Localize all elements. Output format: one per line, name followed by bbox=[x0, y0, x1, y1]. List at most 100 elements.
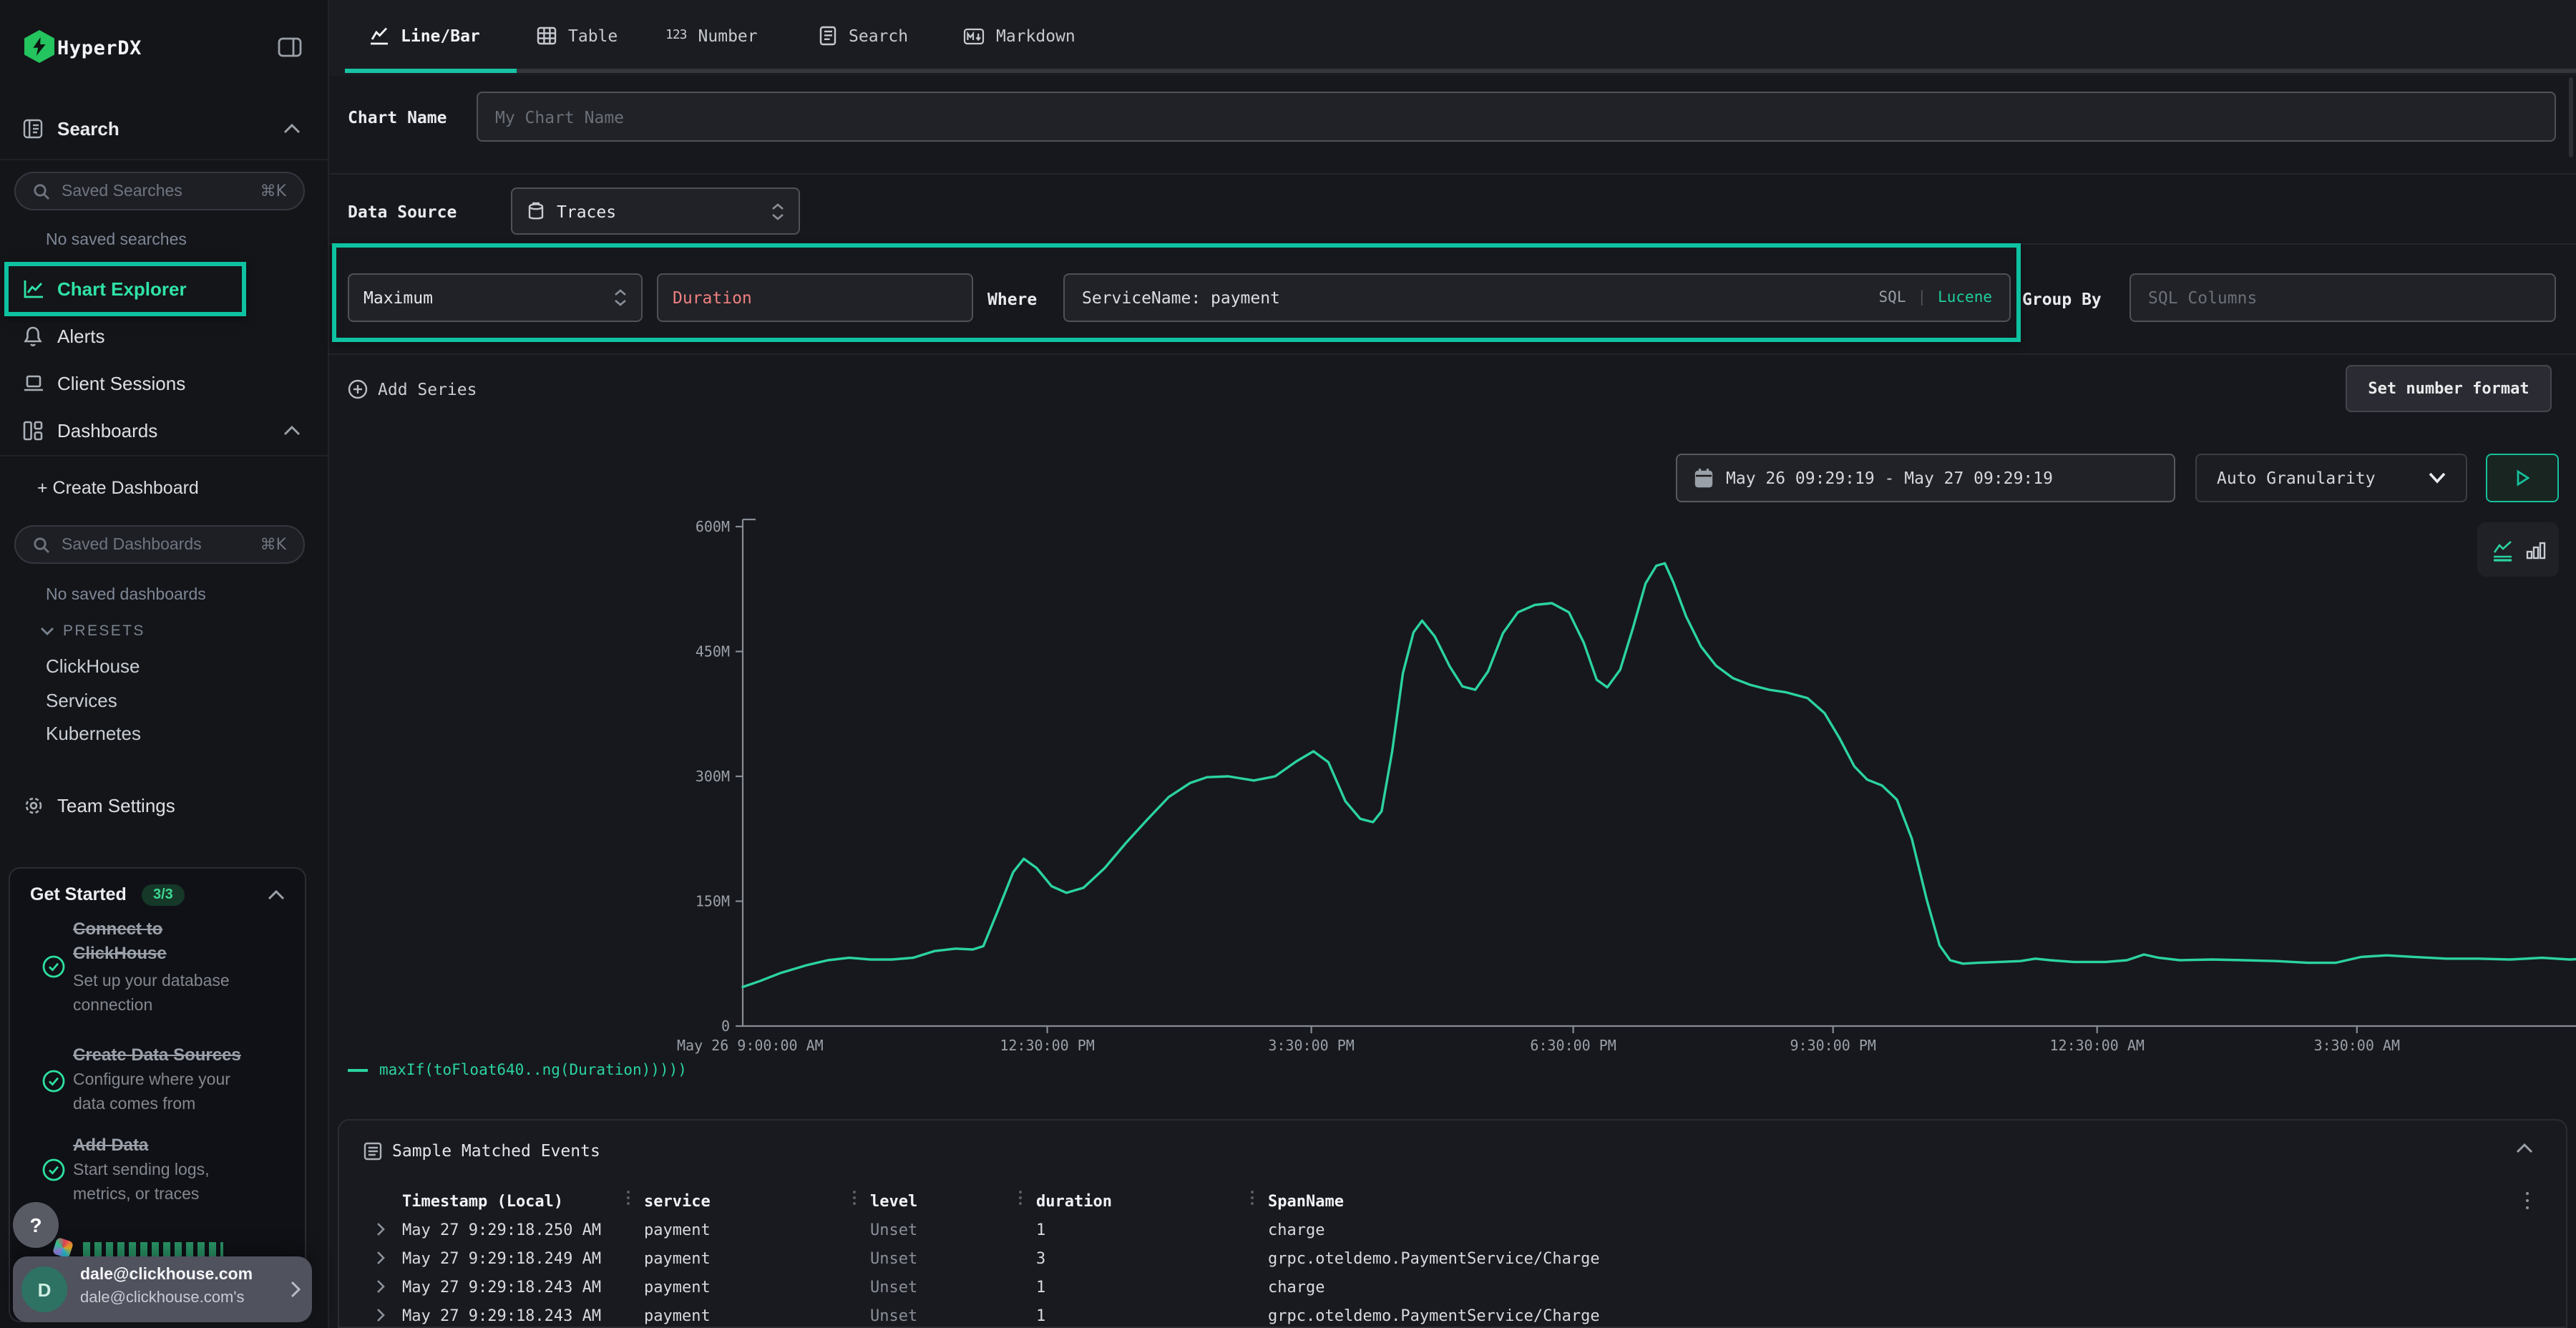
cell-service[interactable]: payment bbox=[644, 1307, 711, 1325]
column-resize-handle[interactable] bbox=[1249, 1191, 1254, 1209]
tab-search[interactable]: Search bbox=[819, 0, 908, 72]
user-menu[interactable]: D dale@clickhouse.com dale@clickhouse.co… bbox=[13, 1256, 312, 1322]
number-123-icon: 123 bbox=[665, 29, 688, 43]
divider bbox=[329, 243, 2576, 245]
sidebar-item-dashboards[interactable]: Dashboards bbox=[0, 411, 329, 451]
data-source-select[interactable]: Traces bbox=[511, 187, 800, 235]
sidebar-item-label: Client Sessions bbox=[57, 373, 186, 394]
get-started-progress-badge: 3/3 bbox=[142, 884, 185, 906]
column-header-service[interactable]: service bbox=[644, 1192, 711, 1211]
chevron-up-icon[interactable] bbox=[2516, 1143, 2533, 1153]
cell-service[interactable]: payment bbox=[644, 1221, 711, 1239]
aggregation-select[interactable]: Maximum bbox=[348, 273, 643, 322]
tab-line-bar[interactable]: Line/Bar bbox=[369, 0, 480, 72]
cell-service[interactable]: payment bbox=[644, 1249, 711, 1268]
row-expand-chevron[interactable] bbox=[376, 1222, 385, 1236]
saved-searches-input[interactable]: Saved Searches ⌘K bbox=[14, 172, 305, 210]
collapse-sidebar-icon[interactable] bbox=[278, 37, 302, 57]
select-updown-icon bbox=[772, 202, 784, 220]
sidebar-section-search[interactable]: Search bbox=[0, 109, 329, 149]
cell-level[interactable]: Unset bbox=[870, 1278, 918, 1297]
cell-level[interactable]: Unset bbox=[870, 1249, 918, 1268]
where-value: ServiceName: payment bbox=[1082, 288, 1280, 308]
sidebar-item-alerts[interactable]: Alerts bbox=[0, 316, 329, 356]
get-started-item-title[interactable]: Add Data bbox=[73, 1135, 149, 1155]
column-header-spanname[interactable]: SpanName bbox=[1268, 1192, 1344, 1211]
set-number-format-button[interactable]: Set number format bbox=[2346, 365, 2552, 412]
database-icon bbox=[528, 201, 544, 219]
check-circle-icon bbox=[42, 1158, 66, 1182]
sidebar-item-team-settings[interactable]: Team Settings bbox=[0, 786, 329, 826]
saved-dashboards-input[interactable]: Saved Dashboards ⌘K bbox=[14, 525, 305, 564]
sidebar-item-chart-explorer[interactable]: Chart Explorer bbox=[0, 269, 329, 309]
cell-timestamp[interactable]: May 27 9:29:18.243 AM bbox=[402, 1307, 602, 1325]
granularity-select[interactable]: Auto Granularity bbox=[2195, 454, 2467, 502]
column-header-level[interactable]: level bbox=[870, 1192, 918, 1211]
column-header-duration[interactable]: duration bbox=[1036, 1192, 1112, 1211]
sql-toggle[interactable]: SQL bbox=[1878, 289, 1906, 306]
row-expand-chevron[interactable] bbox=[376, 1308, 385, 1322]
cell-spanname[interactable]: charge bbox=[1268, 1278, 1325, 1297]
cell-duration[interactable]: 1 bbox=[1036, 1278, 1046, 1297]
cell-spanname[interactable]: charge bbox=[1268, 1221, 1325, 1239]
cell-spanname[interactable]: grpc.oteldemo.PaymentService/Charge bbox=[1268, 1249, 1600, 1268]
add-series-button[interactable]: Add Series bbox=[348, 375, 477, 404]
get-started-item-title[interactable]: Connect to ClickHouse bbox=[73, 919, 167, 963]
cell-level[interactable]: Unset bbox=[870, 1307, 918, 1325]
cell-duration[interactable]: 1 bbox=[1036, 1307, 1046, 1325]
cell-timestamp[interactable]: May 27 9:29:18.249 AM bbox=[402, 1249, 602, 1268]
sidebar-item-services[interactable]: Services bbox=[46, 690, 117, 711]
column-resize-handle[interactable] bbox=[625, 1191, 630, 1209]
sidebar-item-clickhouse[interactable]: ClickHouse bbox=[46, 655, 140, 677]
date-range-picker[interactable]: May 26 09:29:19 - May 27 09:29:19 bbox=[1676, 454, 2175, 502]
column-resize-handle[interactable] bbox=[1018, 1191, 1022, 1209]
line-chart-toggle-icon[interactable] bbox=[2491, 537, 2515, 562]
bell-icon bbox=[23, 326, 43, 347]
tab-markdown[interactable]: Markdown bbox=[963, 0, 1075, 72]
field-select[interactable]: Duration bbox=[657, 273, 973, 322]
tab-table[interactable]: Table bbox=[537, 0, 618, 72]
svg-text:150M: 150M bbox=[696, 893, 730, 910]
cell-duration[interactable]: 3 bbox=[1036, 1249, 1046, 1268]
column-header-timestamp[interactable]: Timestamp (Local) bbox=[402, 1192, 564, 1211]
run-query-button[interactable] bbox=[2486, 454, 2559, 502]
legend-label: maxIf(toFloat640..ng(Duration))))) bbox=[379, 1062, 687, 1079]
search-icon bbox=[33, 536, 50, 553]
bar-chart-toggle-icon[interactable] bbox=[2525, 540, 2545, 560]
sidebar-item-kubernetes[interactable]: Kubernetes bbox=[46, 723, 141, 744]
chart-name-input[interactable] bbox=[477, 92, 2556, 142]
cell-level[interactable]: Unset bbox=[870, 1221, 918, 1239]
cell-timestamp[interactable]: May 27 9:29:18.243 AM bbox=[402, 1278, 602, 1297]
where-input[interactable]: ServiceName: payment SQL | Lucene bbox=[1063, 273, 2011, 322]
tab-label: Line/Bar bbox=[401, 26, 480, 46]
row-expand-chevron[interactable] bbox=[376, 1279, 385, 1294]
sidebar: HyperDX Search bbox=[0, 0, 329, 1328]
group-by-input-field[interactable] bbox=[2131, 275, 2555, 321]
chevron-up-icon[interactable] bbox=[268, 890, 285, 900]
cell-timestamp[interactable]: May 27 9:29:18.250 AM bbox=[402, 1221, 602, 1239]
check-circle-icon bbox=[42, 1069, 66, 1093]
presets-label[interactable]: PRESETS bbox=[63, 622, 145, 640]
svg-text:6:30:00 PM: 6:30:00 PM bbox=[1530, 1037, 1616, 1054]
cell-duration[interactable]: 1 bbox=[1036, 1221, 1046, 1239]
cell-service[interactable]: payment bbox=[644, 1278, 711, 1297]
chart-name-input-field[interactable] bbox=[478, 93, 2555, 140]
table-menu-icon[interactable] bbox=[2526, 1192, 2529, 1210]
help-button[interactable]: ? bbox=[13, 1202, 59, 1248]
lucene-toggle[interactable]: Lucene bbox=[1938, 289, 1992, 306]
sidebar-item-create-dashboard[interactable]: + Create Dashboard bbox=[0, 468, 329, 508]
cell-spanname[interactable]: grpc.oteldemo.PaymentService/Charge bbox=[1268, 1307, 1600, 1325]
table-icon bbox=[537, 26, 557, 45]
scrollbar[interactable] bbox=[2569, 77, 2573, 157]
chevron-down-icon[interactable] bbox=[40, 627, 54, 635]
tab-number[interactable]: 123 Number bbox=[665, 0, 758, 72]
svg-text:3:30:00 PM: 3:30:00 PM bbox=[1268, 1037, 1354, 1054]
line-chart-icon bbox=[371, 27, 388, 45]
column-resize-handle[interactable] bbox=[852, 1191, 856, 1209]
granularity-value: Auto Granularity bbox=[2217, 468, 2376, 488]
get-started-item-title[interactable]: Create Data Sources bbox=[73, 1045, 241, 1065]
sidebar-item-client-sessions[interactable]: Client Sessions bbox=[0, 363, 329, 404]
row-expand-chevron[interactable] bbox=[376, 1251, 385, 1265]
group-by-input[interactable] bbox=[2129, 273, 2556, 322]
